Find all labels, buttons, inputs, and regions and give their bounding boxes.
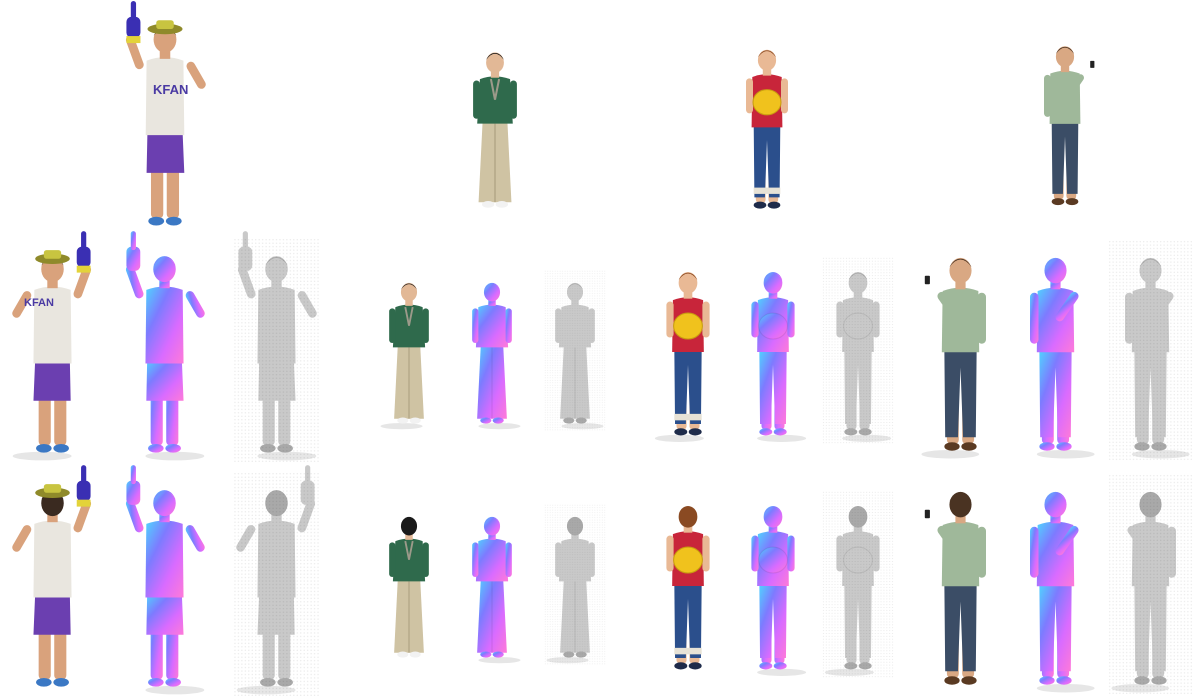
front-view-mesh-phone-man [1108, 238, 1193, 463]
shirt-text: KFAN [24, 297, 54, 309]
back-view-normal-phone-man [1013, 472, 1098, 697]
front-view-normal-fan [112, 231, 217, 463]
back-view-normal-straw-hat-child [737, 472, 809, 697]
front-view-photo-phone-man [918, 238, 1003, 463]
front-view-mesh-fan [224, 231, 329, 463]
input-photo-fan [110, 0, 220, 236]
front-view-photo-fan [0, 231, 105, 463]
input-photo-straw-hat-child [732, 30, 802, 222]
back-view-photo-kimono-child [378, 472, 440, 697]
back-view-photo-fan [0, 465, 105, 697]
front-view-normal-phone-man [1013, 238, 1098, 463]
back-view-mesh-fan [224, 465, 329, 697]
back-view-photo-straw-hat-child [652, 472, 724, 697]
front-view-normal-straw-hat-child [737, 238, 809, 463]
front-view-normal-kimono-child [461, 238, 523, 463]
front-view-mesh-straw-hat-child [822, 238, 894, 463]
back-view-mesh-kimono-child [544, 472, 606, 697]
back-view-normal-fan [112, 465, 217, 697]
front-view-photo-kimono-child [378, 238, 440, 463]
back-view-normal-kimono-child [461, 472, 523, 697]
input-photo-phone-man [1030, 20, 1100, 225]
back-view-mesh-phone-man [1108, 472, 1193, 697]
input-photo-kimono-child [455, 38, 535, 216]
front-view-photo-straw-hat-child [652, 238, 724, 463]
front-view-mesh-kimono-child [544, 238, 606, 463]
shirt-text: KFAN [153, 82, 189, 97]
back-view-mesh-straw-hat-child [822, 472, 894, 697]
back-view-photo-phone-man [918, 472, 1003, 697]
